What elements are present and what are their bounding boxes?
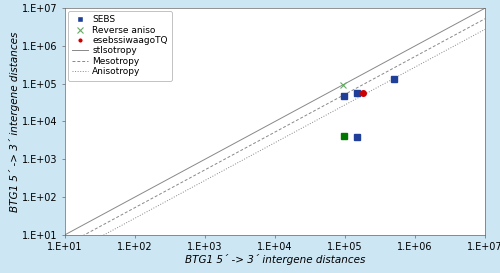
Y-axis label: BTG1 5´ -> 3´ intergene distances: BTG1 5´ -> 3´ intergene distances	[10, 31, 20, 212]
X-axis label: BTG1 5´ -> 3´ intergene distances: BTG1 5´ -> 3´ intergene distances	[185, 254, 365, 265]
Legend: SEBS, Reverse aniso, esebssiwaagoTQ, stIsotropy, Mesotropy, Anisotropy: SEBS, Reverse aniso, esebssiwaagoTQ, stI…	[68, 11, 172, 81]
